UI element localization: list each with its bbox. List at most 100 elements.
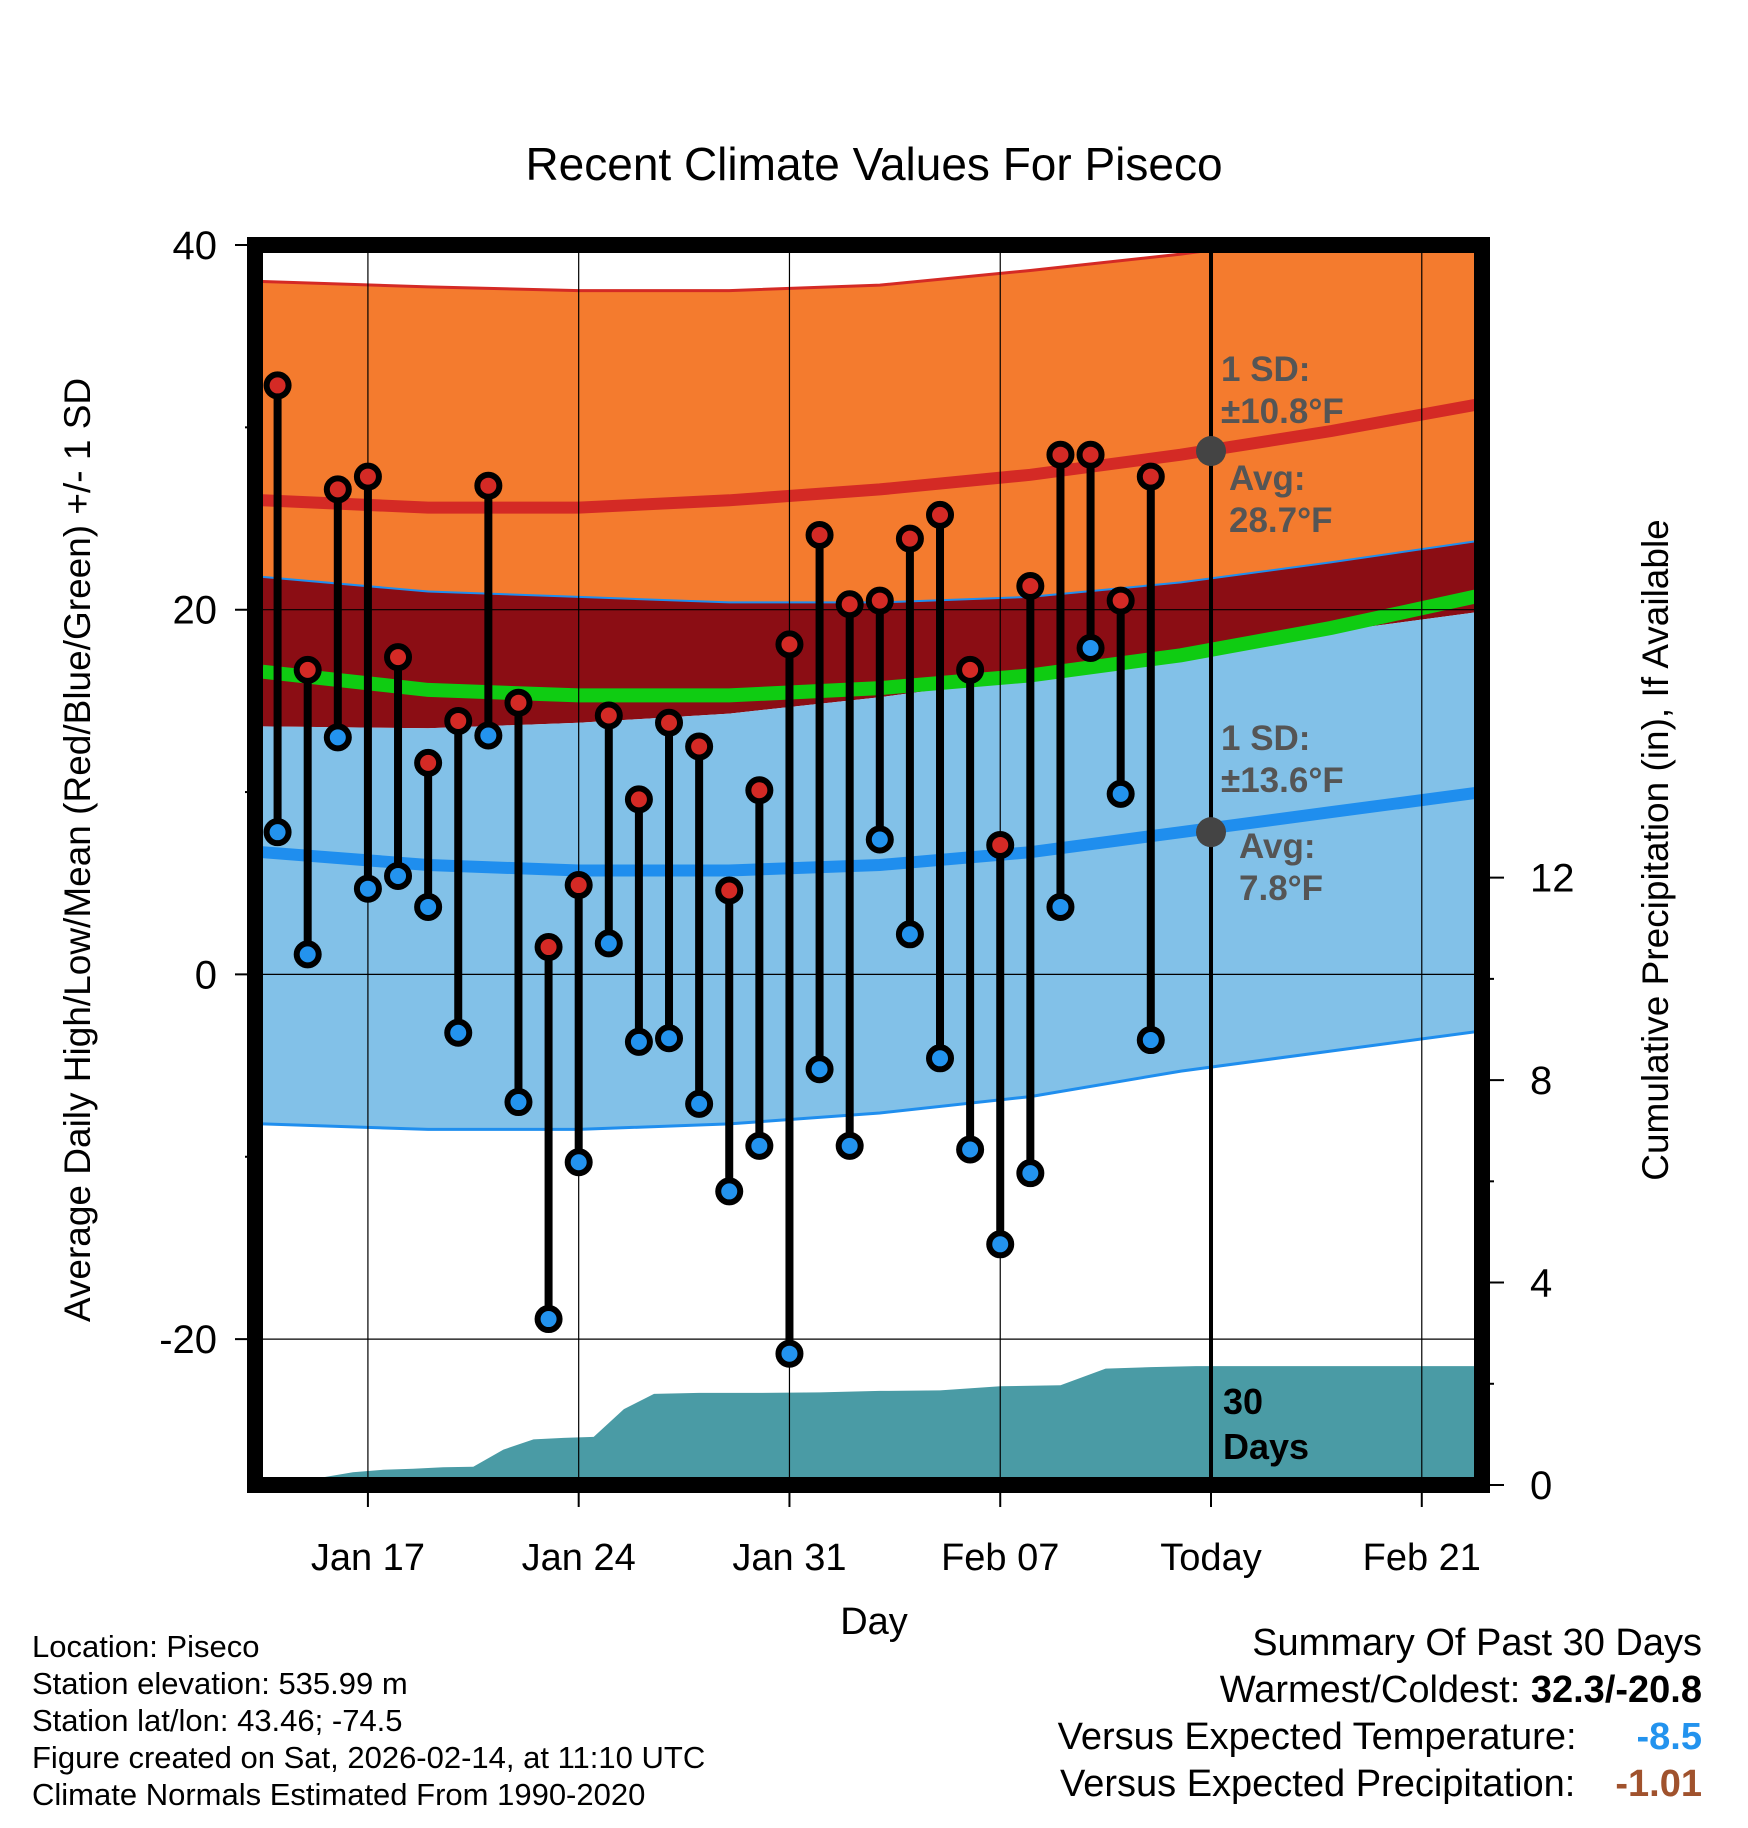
low-temp-point [323,723,352,752]
summary-precip-row: Versus Expected Precipitation: -1.01 [1058,1761,1702,1808]
low-temp-point [775,1339,804,1368]
high-temp-point [504,688,533,717]
low-temp-point [1106,779,1135,808]
low-temp-point [594,929,623,958]
high-avg-label: Avg: [1229,459,1305,498]
high-temp-point [745,776,774,805]
period-unit: Days [1223,1426,1309,1467]
low-temp-point [1136,1026,1165,1055]
high-upper-line [262,245,1261,293]
low-temp-point [745,1131,774,1160]
low-temp-point [474,721,503,750]
low-avg-label: Avg: [1239,827,1315,866]
high-temp-point [444,706,473,735]
low-temp-point [715,1177,744,1206]
high-temp-point [655,708,684,737]
low-temp-point [835,1131,864,1160]
low-temp-point [353,874,382,903]
info-elevation: Station elevation: 535.99 m [32,1666,408,1701]
high-temp-point [1136,462,1165,491]
summary-precip-value: -1.01 [1615,1763,1702,1805]
x-tick-label: Jan 31 [732,1537,846,1579]
y-tick-label: -20 [159,1318,217,1362]
low-temp-point [293,940,322,969]
x-tick-label: Jan 24 [522,1537,636,1579]
high-temp-point [263,371,292,400]
high-temp-point [895,524,924,553]
high-temp-point [474,471,503,500]
info-created: Figure created on Sat, 2026-02-14, at 11… [32,1740,706,1775]
low-temp-point [1076,634,1105,662]
summary-precip-label: Versus Expected Precipitation: [1059,1763,1576,1805]
y-tick-label: 0 [195,953,217,997]
low-lower-line [262,1029,1482,1131]
plot-frame [247,237,1490,1493]
today-low-avg-marker [1196,817,1227,848]
summary-warm-cold-label: Warmest/Coldest: [1219,1669,1521,1711]
low-temp-point [865,825,894,854]
y-right-tick-label: 4 [1530,1262,1552,1306]
high-sd-label: 1 SD: [1221,350,1310,389]
high-temp-point [685,732,714,761]
low-temp-point [263,818,292,847]
summary-temp-value: -8.5 [1636,1716,1702,1758]
high-temp-point [353,462,382,491]
low-temp-point [685,1089,714,1118]
y-axis-label: Average Daily High/Low/Mean (Red/Blue/Gr… [57,378,98,1322]
summary-temp-row: Versus Expected Temperature: -8.5 [1058,1714,1702,1761]
high-temp-point [926,500,955,529]
summary-temp-label: Versus Expected Temperature: [1057,1716,1577,1758]
high-temp-point [986,830,1015,859]
precip-area [262,1366,1482,1485]
low-temp-point [895,920,924,949]
overlap-band [262,540,1482,729]
today-high-avg-marker [1196,436,1227,467]
low-temp-point [1046,892,1075,921]
low-temp-point [504,1088,533,1117]
high-temp-point [1076,440,1105,469]
x-tick-label: Feb 07 [941,1537,1059,1579]
summary-title: Summary Of Past 30 Days [1252,1622,1702,1664]
info-normals: Climate Normals Estimated From 1990-2020 [32,1777,646,1812]
period-number: 30 [1223,1381,1263,1422]
low-temp-point [414,892,443,921]
low-avg-value: 7.8°F [1239,869,1323,908]
low-avg-line [262,786,1482,877]
high-temp-point [805,520,834,549]
summary-warm-cold-row: Warmest/Coldest: 32.3/-20.8 [1058,1667,1702,1714]
high-temp-point [956,655,985,684]
x-tick-label: Today [1160,1537,1261,1579]
info-location: Location: Piseco [32,1629,260,1664]
high-temp-point [1016,572,1045,600]
high-temp-point [323,475,352,504]
high-temp-point [564,871,593,900]
y-right-tick-label: 0 [1530,1464,1552,1508]
summary-warm-cold-value: 32.3/-20.8 [1530,1669,1702,1711]
high-avg-value: 28.7°F [1229,501,1333,540]
y-right-tick-label: 8 [1530,1059,1552,1103]
low-temp-point [1016,1159,1045,1188]
high-sd-value: ±10.8°F [1221,392,1344,431]
high-temp-point [835,590,864,619]
low-temp-point [926,1044,955,1073]
y-tick-label: 40 [173,224,218,268]
high-temp-point [534,933,563,962]
low-temp-point [534,1305,563,1334]
low-sd-label: 1 SD: [1221,719,1310,758]
high-temp-point [293,655,322,684]
high-temp-point [865,586,894,615]
high-avg-line [262,397,1482,514]
high-temp-point [1106,586,1135,615]
chart-title: Recent Climate Values For Piseco [525,138,1222,190]
low-temp-point [564,1148,593,1177]
y-right-tick-label: 12 [1530,857,1575,901]
high-temp-point [775,630,804,659]
low-temp-point [655,1024,684,1053]
x-tick-label: Jan 17 [311,1537,425,1579]
high-temp-point [414,748,443,777]
low-temp-point [956,1135,985,1164]
high-temp-point [384,643,413,672]
low-temp-point [624,1027,653,1056]
high-temp-point [594,701,623,730]
